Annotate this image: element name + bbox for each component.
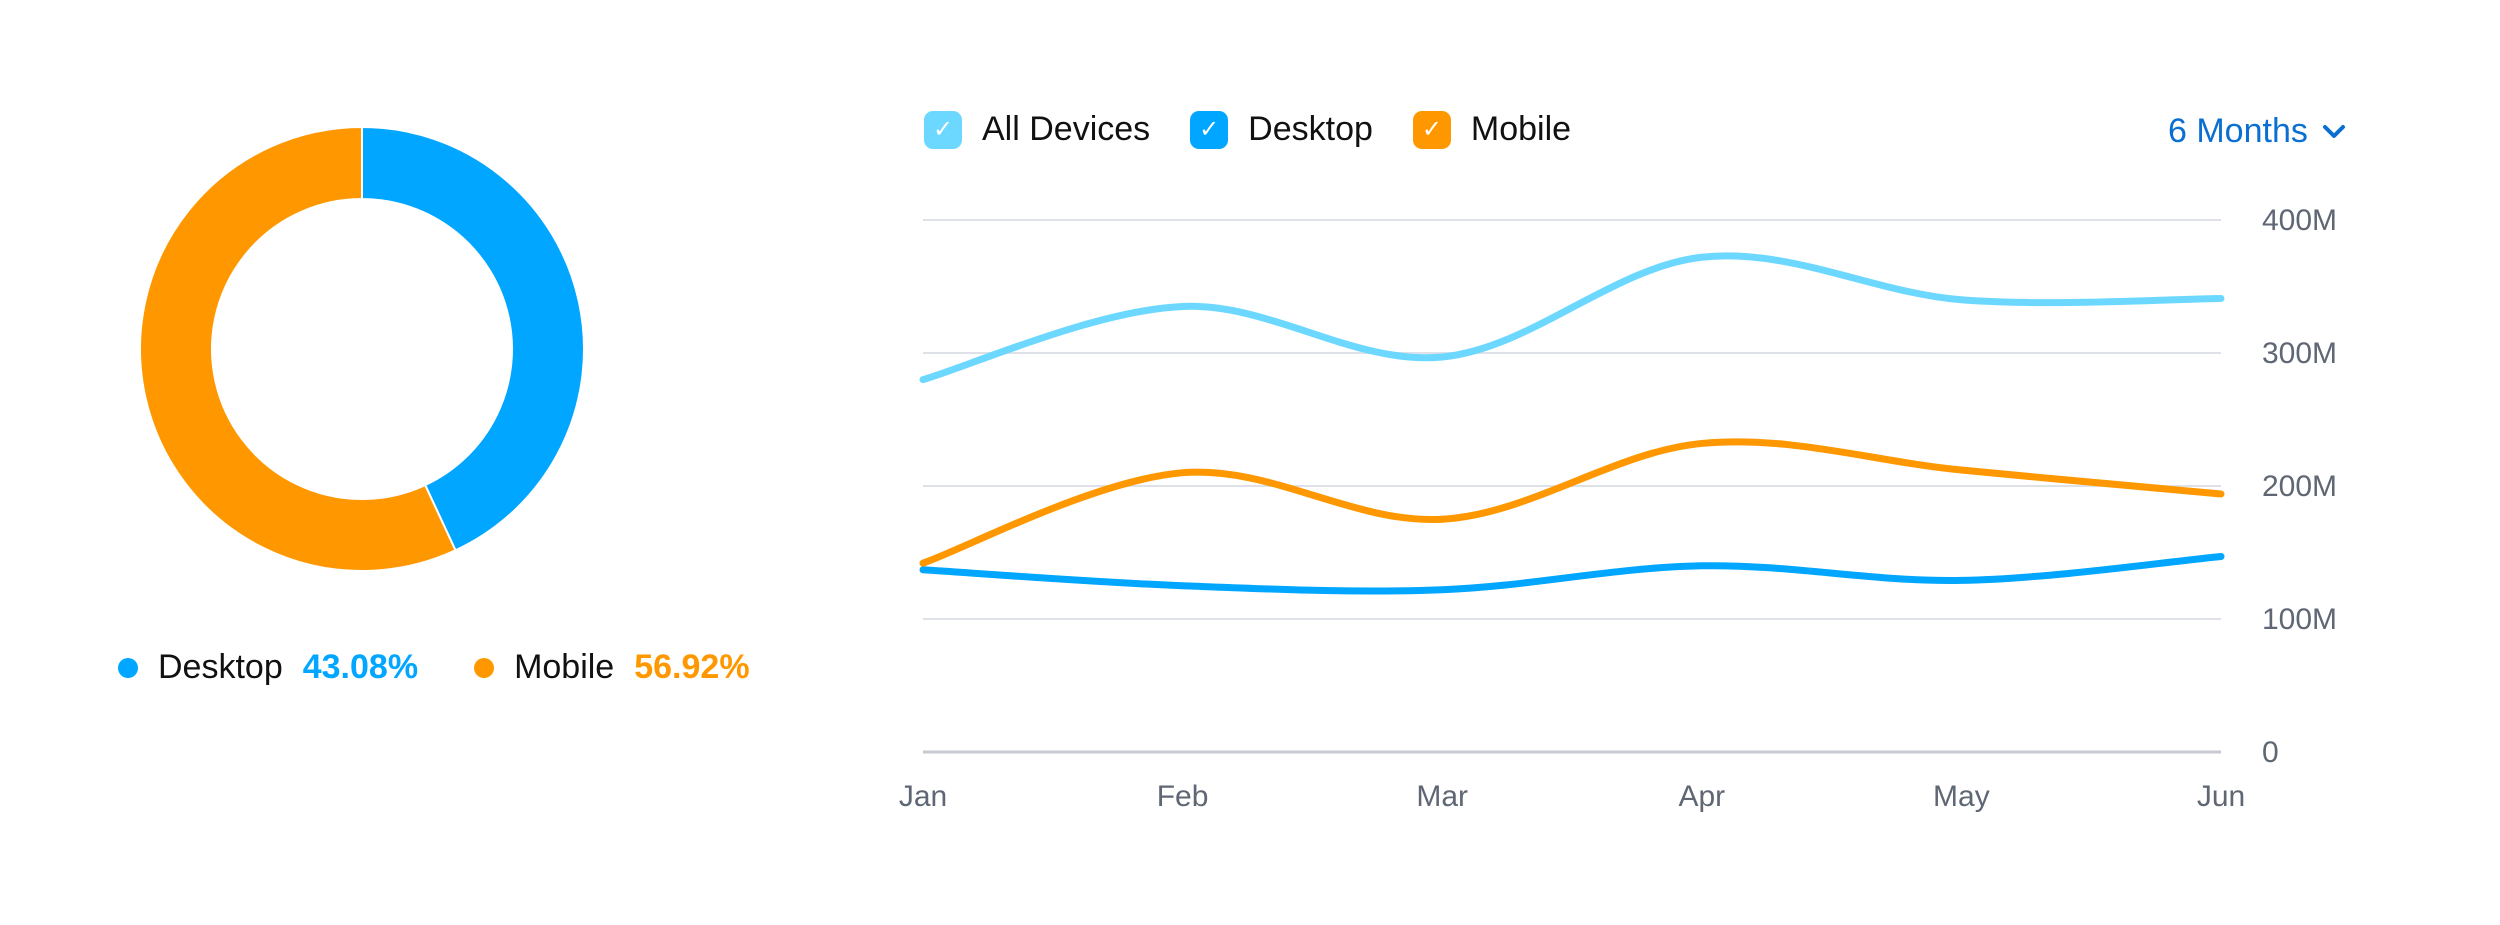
toggle-desktop[interactable]: ✓ Desktop	[1190, 110, 1373, 149]
series-line-all-devices	[919, 252, 2225, 384]
series-line-desktop	[919, 552, 2225, 595]
check-icon[interactable]: ✓	[1190, 110, 1229, 149]
donut-legend: Desktop 43.08% Mobile 56.92%	[118, 648, 806, 687]
legend-mobile-label: Mobile	[514, 648, 615, 686]
chevron-down-icon	[2322, 124, 2345, 138]
legend-desktop-pct: 43.08%	[302, 648, 419, 686]
toggle-all-devices[interactable]: ✓ All Devices	[924, 110, 1150, 149]
series-legend: ✓ All Devices ✓ Desktop ✓ Mobile	[924, 110, 1611, 149]
donut-slice-desktop	[361, 125, 585, 552]
series-label: Mobile	[1470, 110, 1572, 148]
period-label: 6 Months	[2168, 112, 2308, 150]
check-icon[interactable]: ✓	[924, 110, 962, 149]
mobile-dot-icon	[474, 657, 495, 678]
series-label: Desktop	[1248, 110, 1373, 148]
legend-desktop-label: Desktop	[158, 648, 283, 686]
donut-slice-mobile	[139, 125, 457, 572]
y-tick-label: 400M	[2262, 204, 2337, 237]
period-dropdown[interactable]: 6 Months	[2168, 112, 2346, 151]
x-tick-label: Jan	[899, 780, 947, 813]
desktop-dot-icon	[118, 657, 138, 678]
donut-chart	[139, 125, 585, 572]
y-tick-label: 200M	[2262, 470, 2337, 503]
legend-mobile-pct: 56.92%	[634, 648, 750, 686]
x-tick-label: May	[1933, 780, 1990, 813]
x-tick-label: Jun	[2197, 780, 2245, 813]
y-tick-label: 100M	[2262, 603, 2337, 636]
toggle-mobile[interactable]: ✓ Mobile	[1412, 110, 1572, 149]
y-tick-label: 300M	[2262, 337, 2337, 370]
y-tick-label: 0	[2262, 736, 2279, 769]
series-line-mobile	[919, 438, 2225, 567]
x-tick-label: Mar	[1416, 780, 1468, 813]
x-tick-label: Feb	[1157, 780, 1209, 813]
x-tick-label: Apr	[1678, 780, 1725, 813]
check-icon[interactable]: ✓	[1412, 110, 1451, 149]
series-label: All Devices	[982, 110, 1151, 148]
